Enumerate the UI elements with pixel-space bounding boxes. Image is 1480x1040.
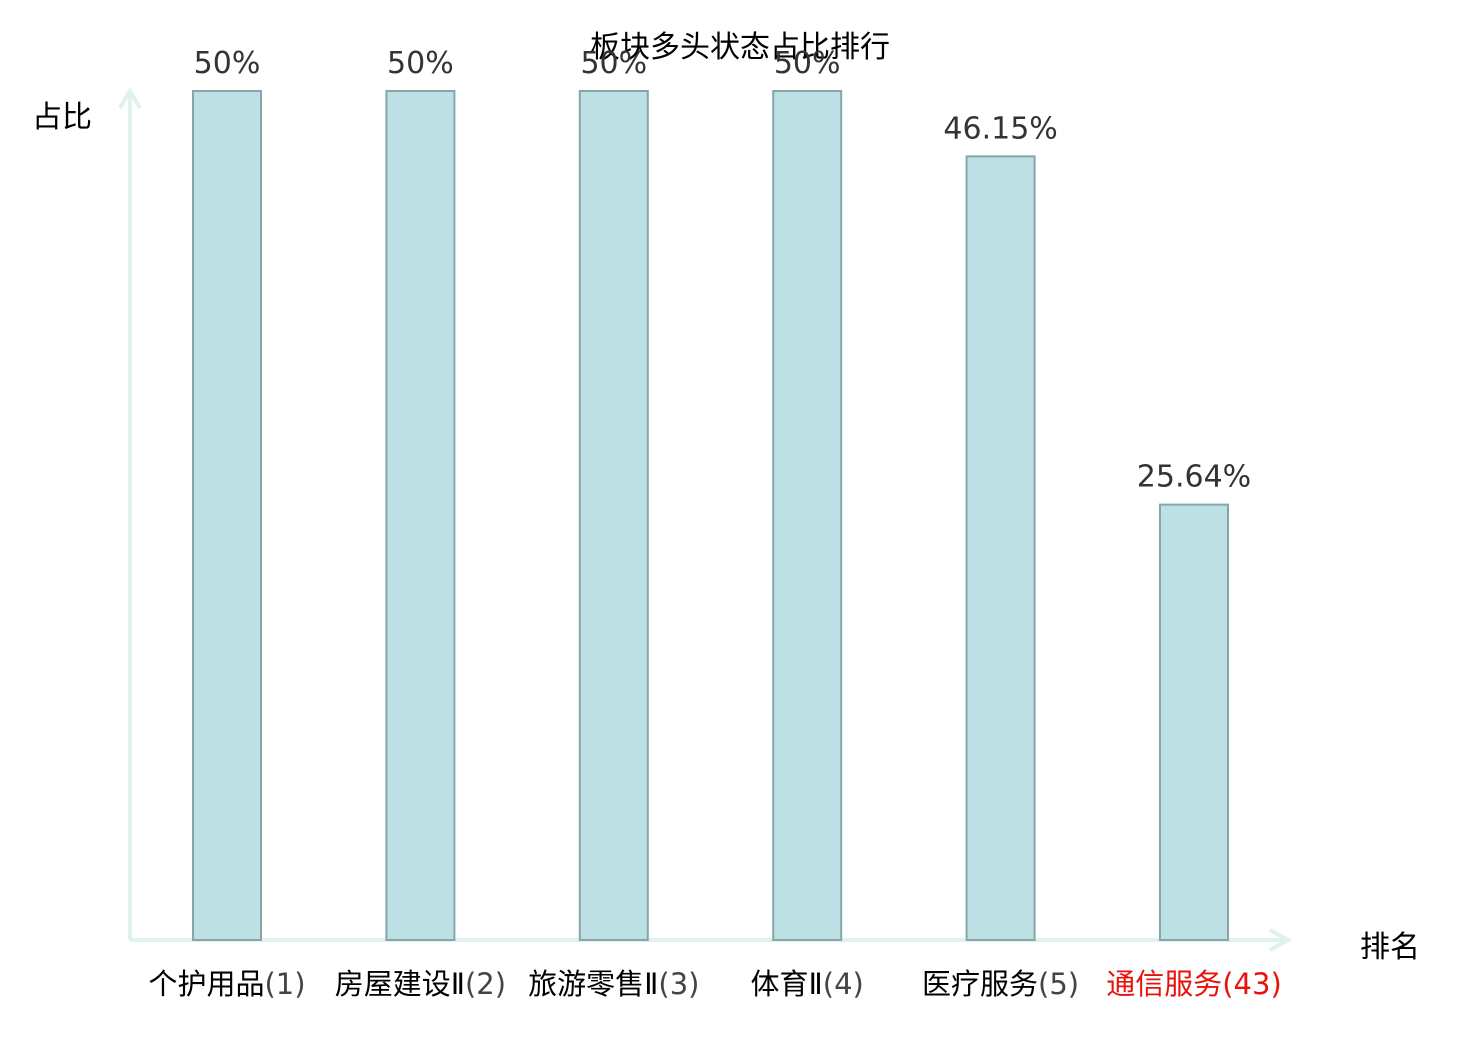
x-axis-label: 排名 xyxy=(1360,930,1420,965)
tick-label: 通信服务(43) xyxy=(1106,967,1282,1001)
bar xyxy=(772,90,843,941)
bar xyxy=(1159,503,1229,941)
tick-label: 体育Ⅱ(4) xyxy=(751,967,864,1001)
tick-label: 房屋建设Ⅱ(2) xyxy=(335,967,506,1001)
data-label: 50% xyxy=(580,46,647,81)
bar xyxy=(965,155,1036,942)
data-label: 46.15% xyxy=(943,111,1057,146)
tick-label: 医疗服务(5) xyxy=(922,967,1079,1001)
chart-title: 板块多头状态占比排行 xyxy=(590,30,890,65)
data-label: 25.64% xyxy=(1137,460,1251,495)
bar xyxy=(192,90,262,941)
y-axis-label: 占比 xyxy=(32,100,92,135)
tick-label: 个护用品(1) xyxy=(148,967,305,1001)
tick-label: 旅游零售Ⅱ(3) xyxy=(528,967,699,1001)
bar xyxy=(385,90,456,941)
bar xyxy=(578,90,649,941)
data-label: 50% xyxy=(387,46,454,81)
y-axis-arrow-icon xyxy=(118,87,142,110)
x-axis-arrow-icon xyxy=(1269,928,1293,952)
data-label: 50% xyxy=(774,46,841,81)
data-label: 50% xyxy=(194,46,261,81)
